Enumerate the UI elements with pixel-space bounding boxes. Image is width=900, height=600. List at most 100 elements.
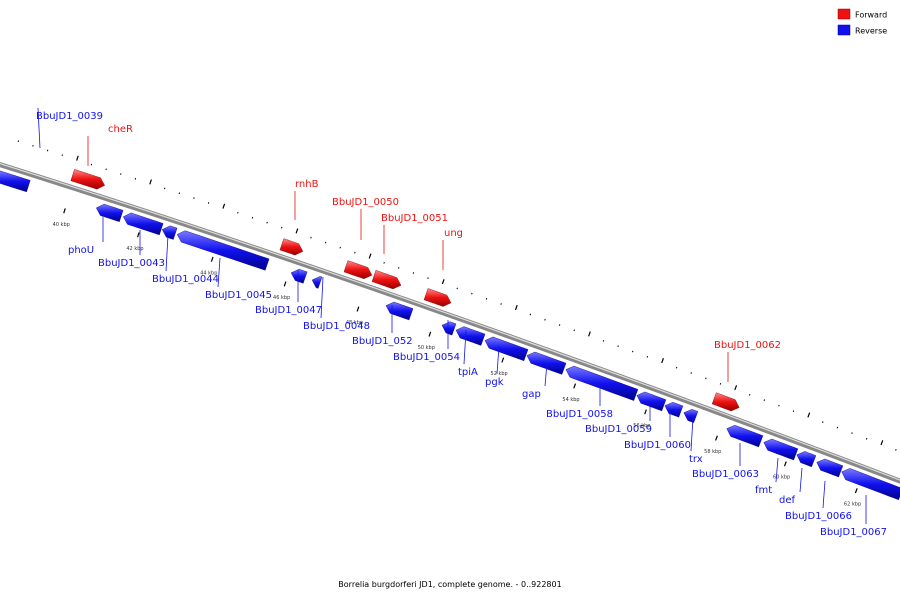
gene-bbujd1-0048[interactable] <box>311 276 323 289</box>
scale-tick <box>573 383 577 389</box>
scale-tick-label: 50 kbp <box>418 345 435 351</box>
gene-label-fmt[interactable]: fmt <box>755 485 772 496</box>
scale-tick-label: 60 kbp <box>773 475 790 481</box>
scale-minor-tick <box>485 297 488 300</box>
scale-minor-tick <box>631 350 634 353</box>
gene-bbujd1-0043[interactable] <box>123 212 164 236</box>
scale-major-tick <box>514 305 518 311</box>
gene-bbujd1-0060[interactable] <box>664 401 684 418</box>
scale-major-tick <box>149 179 152 185</box>
gene-label-ung[interactable]: ung <box>444 228 463 239</box>
scale-tick-label: 54 kbp <box>562 397 579 403</box>
gene-def[interactable] <box>796 451 817 468</box>
scale-minor-tick <box>471 292 473 295</box>
scale-tick <box>715 435 718 441</box>
gene-label-gap[interactable]: gap <box>522 389 541 400</box>
gene-cher[interactable] <box>70 169 105 190</box>
gene-bbujd1-0063[interactable] <box>726 424 764 448</box>
gene-label-bbujd1-0063[interactable]: BbuJD1_0063 <box>692 469 759 480</box>
leader-line-pgk <box>496 345 500 375</box>
gene-bbujd1-0062[interactable] <box>711 392 740 412</box>
scale-major-tick <box>295 228 299 234</box>
gene-label-bbujd1-0067[interactable]: BbuJD1_0067 <box>820 527 887 538</box>
gene-bbujd1-0050[interactable] <box>343 260 373 280</box>
scale-ticks: 40 kbp 42 kbp 44 kbp 46 kbp 48 kbp 50 kbp 52 k… <box>53 208 861 508</box>
scale-minor-tick <box>558 324 561 326</box>
gene-tpia[interactable] <box>455 326 486 346</box>
gene-phou[interactable] <box>96 203 124 222</box>
gene-label-bbujd1-0060[interactable]: BbuJD1_0060 <box>624 440 691 451</box>
scale-major-tick <box>880 440 884 446</box>
leader-line-bbujd1-0048 <box>320 276 324 319</box>
gene-label-bbujd1-0044[interactable]: BbuJD1_0044 <box>152 274 219 285</box>
gene-label-def[interactable]: def <box>779 495 796 506</box>
gene-label-phou[interactable]: phoU <box>68 245 94 256</box>
gene-bbujd1-0059[interactable] <box>636 391 667 412</box>
scale-tick <box>356 306 360 312</box>
gene-label-bbujd1-0050[interactable]: BbuJD1_0050 <box>332 197 399 208</box>
figure-caption: Borrelia burgdorferi JD1, complete genom… <box>338 580 561 589</box>
gene-bbujd1-0054[interactable] <box>441 321 457 336</box>
scale-minor-tick <box>763 399 766 402</box>
gene-fmt[interactable] <box>763 438 799 461</box>
gene-label-bbujd1-0066[interactable]: BbuJD1_0066 <box>785 511 852 522</box>
genome-backbone-highlight <box>0 162 900 481</box>
gene-label-bbujd1-0058[interactable]: BbuJD1_0058 <box>546 409 613 420</box>
gene-bbujd1-0045[interactable] <box>176 230 270 271</box>
scale-major-tick <box>76 155 79 161</box>
gene-bbujd1-0066[interactable] <box>816 458 844 478</box>
genome-backbone <box>0 161 900 484</box>
gene-label-bbujd1-0043[interactable]: BbuJD1_0043 <box>98 258 165 269</box>
gene-label-tpia[interactable]: tpiA <box>458 367 478 378</box>
scale-tick-label: 56 kbp <box>633 423 650 429</box>
gene-bbujd1-052[interactable] <box>385 301 414 321</box>
gene-label-bbujd1-0054[interactable]: BbuJD1_0054 <box>393 352 460 363</box>
scale-tick <box>283 281 287 287</box>
gene-label-rnhb[interactable]: rnhB <box>295 179 319 190</box>
legend-forward-label: Forward <box>855 11 887 20</box>
scale-minor-tick <box>690 372 692 374</box>
scale-minor-tick <box>778 404 780 407</box>
scale-tick-label: 42 kbp <box>126 246 143 252</box>
legend-forward-swatch <box>837 8 851 20</box>
gene-bbujd1-0058[interactable] <box>565 365 639 401</box>
gene-label-bbujd1-0045[interactable]: BbuJD1_0045 <box>205 290 272 301</box>
scale-minor-tick <box>851 432 853 435</box>
scale-minor-tick <box>895 448 897 451</box>
gene-gap[interactable] <box>526 351 567 375</box>
gene-bbujd1-0039[interactable] <box>0 170 31 193</box>
legend: Forward Reverse <box>837 8 887 36</box>
leader-line-def <box>799 467 803 493</box>
scale-tick-label: 40 kbp <box>53 222 70 228</box>
scale-tick <box>501 357 505 363</box>
legend-reverse-swatch <box>837 24 851 36</box>
gene-rnhb[interactable] <box>279 238 304 256</box>
gene-label-bbujd1-0039[interactable]: BbuJD1_0039 <box>36 111 103 122</box>
gene-label-trx[interactable]: trx <box>689 454 703 465</box>
gene-label-bbujd1-0051[interactable]: BbuJD1_0051 <box>381 213 448 224</box>
gene-label-bbujd1-0047[interactable]: BbuJD1_0047 <box>255 305 322 316</box>
scale-tick <box>210 256 214 262</box>
scale-tick <box>137 232 140 238</box>
leader-line-bbujd1-0066 <box>822 480 826 509</box>
gene-bbujd1-0044[interactable] <box>161 225 178 240</box>
scale-minor-tick <box>602 339 605 342</box>
scale-tick <box>63 208 66 214</box>
scale-minor-tick <box>719 382 722 385</box>
gene-ung[interactable] <box>423 288 452 307</box>
scale-tick <box>644 409 647 415</box>
gene-label-bbujd1-0062[interactable]: BbuJD1_0062 <box>714 340 781 351</box>
scale-major-tick <box>734 385 738 391</box>
scale-tick-label: 58 kbp <box>704 449 721 455</box>
gene-trx[interactable] <box>683 409 699 423</box>
gene-bbujd1-0051[interactable] <box>371 270 402 290</box>
gene-bbujd1-0067[interactable] <box>841 468 900 501</box>
gene-label-pgk[interactable]: pgk <box>485 377 504 388</box>
gene-label-bbujd1-0059[interactable]: BbuJD1_0059 <box>585 424 652 435</box>
gene-label-bbujd1-0048[interactable]: BbuJD1_0048 <box>303 321 370 332</box>
gene-labels: BbuJD1_0039 cheR phoU BbuJD1_0043 BbuJD1_004… <box>36 107 887 538</box>
gene-bbujd1-0047[interactable] <box>290 268 308 284</box>
scale-tick <box>428 331 432 337</box>
gene-label-bbujd1-052[interactable]: BbuJD1_052 <box>352 336 413 347</box>
gene-label-cher[interactable]: cheR <box>108 124 133 135</box>
